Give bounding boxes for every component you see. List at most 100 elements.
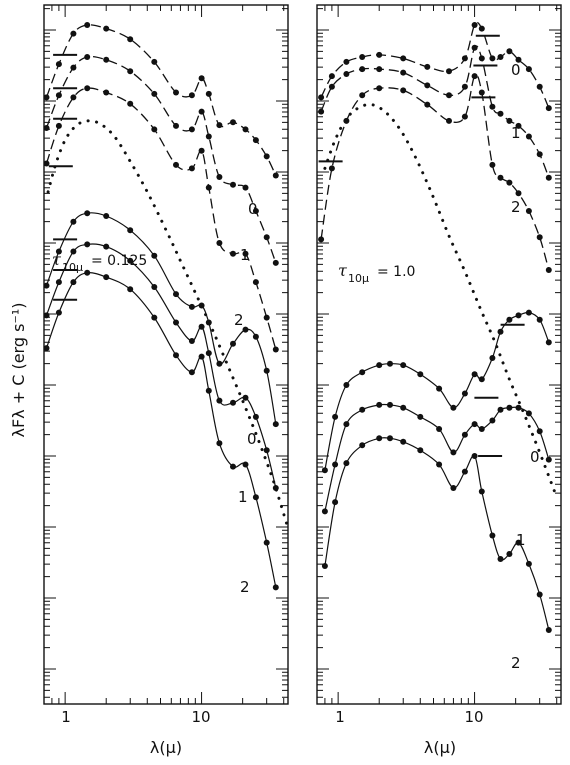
left-data-point	[43, 282, 50, 289]
right-data-point	[321, 508, 328, 515]
right-data-point	[536, 234, 543, 241]
left-xtick-label-10: 10	[191, 708, 210, 726]
left-data-point	[188, 165, 195, 172]
right-data-point	[436, 426, 443, 432]
right-data-point	[471, 22, 478, 28]
right-data-point	[376, 66, 383, 73]
right-data-point	[424, 82, 431, 89]
right-data-point	[536, 428, 543, 435]
right-data-point	[321, 563, 328, 569]
right-data-point	[515, 190, 522, 197]
left-data-point	[70, 279, 77, 286]
right-data-point	[387, 401, 393, 408]
left-data-point	[242, 394, 249, 401]
right-data-point	[506, 117, 513, 124]
right-tau-annotation: τ 10μ = 1.0	[338, 261, 415, 285]
left-data-point	[43, 160, 50, 167]
right-data-point	[436, 385, 443, 392]
left-data-point	[272, 584, 279, 591]
left-data-point	[263, 314, 270, 321]
left-data-point	[127, 100, 134, 107]
right-data-point	[545, 267, 552, 273]
right-data-point	[506, 179, 513, 186]
right-data-point	[471, 453, 478, 459]
left-data-point	[173, 122, 179, 129]
right-data-point	[525, 208, 532, 214]
right-data-point	[328, 83, 335, 90]
right-data-point	[545, 339, 552, 346]
right-series-solid-0	[324, 311, 550, 471]
right-data-point	[400, 55, 407, 62]
right-panel: 1 10 λ(μ) 0 1 2 0 1 2 τ 10μ = 1.0	[316, 4, 562, 757]
right-series-dotted	[323, 102, 559, 499]
left-series-dashed-0	[45, 24, 277, 176]
left-data-point	[198, 75, 205, 82]
right-data-point	[387, 435, 393, 442]
right-x-axis-label: λ(μ)	[424, 738, 456, 757]
left-data-point	[216, 174, 223, 180]
left-data-point	[252, 413, 259, 420]
left-data-point	[198, 302, 205, 309]
left-data-point	[103, 274, 110, 281]
left-data-point	[84, 269, 91, 276]
left-data-point	[242, 184, 249, 191]
right-data-point	[506, 48, 513, 55]
left-data-point	[103, 25, 110, 32]
left-xtick-label-1: 1	[61, 708, 71, 726]
left-data-point	[173, 89, 179, 96]
right-data-point	[525, 133, 532, 140]
left-data-point	[127, 227, 134, 234]
right-data-point	[417, 413, 424, 420]
left-data-point	[216, 397, 223, 404]
left-data-point	[216, 240, 223, 246]
right-tau-value: = 1.0	[377, 264, 415, 280]
left-data-point	[84, 85, 91, 92]
left-data-point	[252, 208, 259, 214]
left-curve-label-dashed-2: 2	[234, 311, 244, 329]
right-data-point	[376, 435, 383, 442]
right-curve-label-dashed-1: 1	[511, 124, 521, 142]
right-data-point	[359, 442, 366, 449]
left-data-point	[230, 119, 236, 126]
left-data-point	[198, 353, 205, 360]
left-data-point	[103, 243, 110, 250]
right-data-point	[343, 58, 350, 65]
right-data-point	[376, 85, 383, 92]
left-data-point	[230, 250, 236, 257]
left-data-point	[103, 56, 110, 63]
right-data-point	[489, 161, 496, 168]
right-series-solid-1	[324, 403, 550, 512]
left-curve-label-dashed-1: 1	[240, 246, 250, 264]
left-series-dotted	[46, 119, 289, 525]
right-data-point	[536, 151, 543, 158]
left-data-point	[188, 303, 195, 310]
right-data-point	[515, 404, 522, 411]
left-curve-label-solid-0: 0	[247, 430, 257, 448]
left-data-point	[188, 369, 195, 376]
left-data-point	[103, 213, 110, 219]
right-data-point	[321, 467, 328, 474]
right-data-point	[376, 362, 383, 369]
left-data-point	[151, 252, 158, 259]
right-data-point	[343, 421, 350, 428]
right-data-point	[497, 556, 504, 562]
right-data-point	[545, 105, 552, 112]
right-curve-label-solid-1: 1	[516, 531, 526, 549]
left-data-point	[43, 345, 50, 352]
right-series-dashed-2	[320, 74, 550, 271]
right-data-point	[446, 117, 452, 124]
right-data-point	[461, 390, 468, 397]
right-data-point	[328, 165, 335, 172]
left-data-point	[173, 161, 179, 168]
left-curve-label-solid-2: 2	[240, 578, 250, 596]
right-data-point	[332, 413, 339, 420]
right-data-point	[446, 92, 452, 99]
left-level-markers	[48, 53, 78, 301]
right-data-point	[424, 101, 431, 108]
right-data-point	[497, 328, 504, 335]
right-data-point	[417, 371, 424, 378]
left-data-point	[70, 248, 77, 255]
left-tau-subscript: 10μ	[62, 261, 83, 274]
right-data-point	[489, 103, 496, 110]
